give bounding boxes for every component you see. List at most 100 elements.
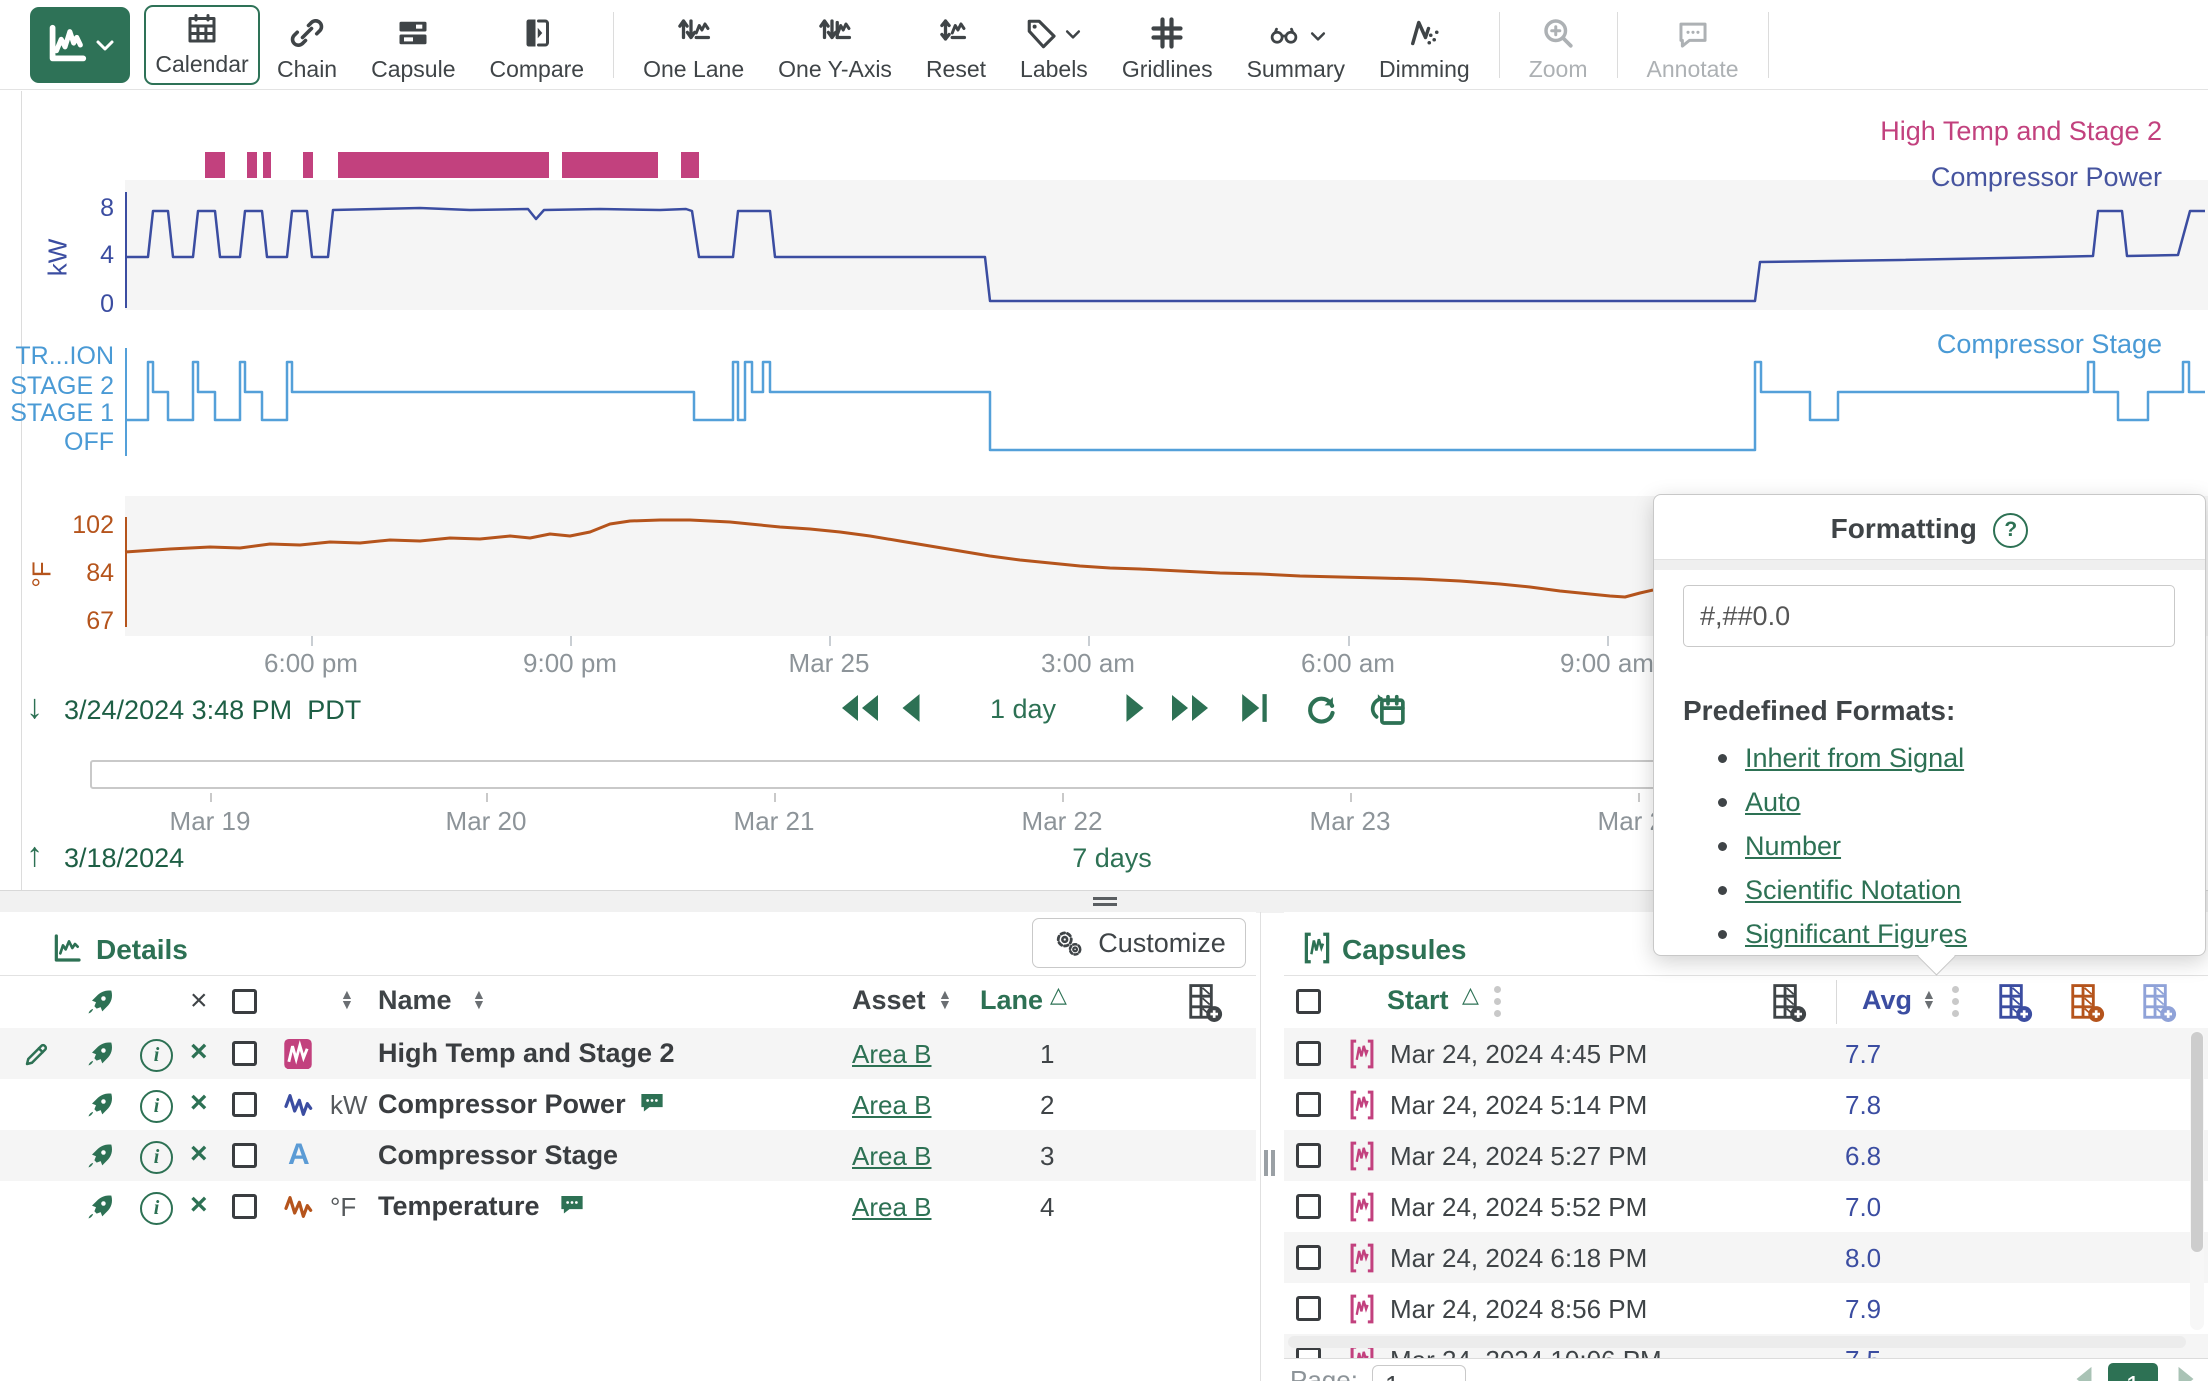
row-checkbox[interactable] xyxy=(232,1194,257,1219)
row-checkbox[interactable] xyxy=(1296,1041,1321,1066)
item-name[interactable]: High Temp and Stage 2 xyxy=(378,1038,675,1069)
format-link-scientific[interactable]: Scientific Notation xyxy=(1745,875,1961,906)
format-input[interactable] xyxy=(1683,585,2175,647)
capsule-row[interactable]: Mar 24, 2024 4:45 PM 7.7 xyxy=(1284,1028,2208,1079)
prev-page-icon[interactable] xyxy=(2072,1365,2096,1381)
capsule-row[interactable]: Mar 24, 2024 8:56 PM 7.9 xyxy=(1284,1283,2208,1334)
add-column-icon[interactable] xyxy=(1186,982,1224,1024)
power-lane-label[interactable]: Compressor Power xyxy=(1931,162,2162,193)
gridlines-button[interactable]: Gridlines xyxy=(1122,7,1213,83)
calendar-button[interactable]: Calendar xyxy=(144,5,260,85)
info-icon[interactable]: i xyxy=(140,1090,173,1123)
add-stat-column-stage-icon[interactable] xyxy=(2140,982,2178,1024)
details-row[interactable]: i × A Compressor Stage Area B 3 xyxy=(0,1130,1256,1181)
capsule-row[interactable]: Mar 24, 2024 5:27 PM 6.8 xyxy=(1284,1130,2208,1181)
compare-button[interactable]: Compare xyxy=(490,7,585,83)
add-stat-column-power-icon[interactable] xyxy=(1996,982,2034,1024)
remove-icon[interactable]: × xyxy=(190,1139,208,1169)
annotate-button[interactable]: Annotate xyxy=(1647,7,1739,83)
zoom-button[interactable]: Zoom xyxy=(1529,7,1588,83)
step-forward-button[interactable] xyxy=(1122,692,1148,724)
condition-capsule-bar[interactable] xyxy=(338,152,549,178)
row-checkbox[interactable] xyxy=(1296,1143,1321,1168)
condition-lane-label[interactable]: High Temp and Stage 2 xyxy=(1880,116,2162,147)
panel-resize-handle[interactable] xyxy=(1264,1150,1268,1176)
format-link-inherit[interactable]: Inherit from Signal xyxy=(1745,743,1964,774)
vertical-scrollbar[interactable] xyxy=(2190,1030,2204,1330)
row-checkbox[interactable] xyxy=(232,1041,257,1066)
edit-pencil-icon[interactable] xyxy=(22,1039,52,1069)
column-avg[interactable]: Avg xyxy=(1862,985,1912,1016)
column-menu-icon[interactable] xyxy=(1494,986,1501,1017)
sort-icon[interactable]: ▲▼ xyxy=(938,989,952,1009)
row-checkbox[interactable] xyxy=(1296,1092,1321,1117)
details-row[interactable]: i × °F Temperature Area B 4 xyxy=(0,1181,1256,1232)
step-to-end-button[interactable] xyxy=(1238,692,1272,724)
add-column-icon[interactable] xyxy=(1770,982,1808,1024)
asset-rocket-icon[interactable] xyxy=(84,1140,116,1172)
asset-link[interactable]: Area B xyxy=(852,1039,932,1070)
worksheet-view-button[interactable] xyxy=(30,7,130,83)
column-menu-icon[interactable] xyxy=(1952,986,1959,1017)
condition-capsule-bar[interactable] xyxy=(263,152,271,178)
row-checkbox[interactable] xyxy=(232,1092,257,1117)
labels-button[interactable]: Labels xyxy=(1020,7,1088,83)
column-lane[interactable]: Lane xyxy=(980,985,1043,1016)
summary-button[interactable]: Summary xyxy=(1247,7,1345,83)
info-icon[interactable]: i xyxy=(140,1039,173,1072)
sort-icon[interactable]: ▲▼ xyxy=(472,989,486,1009)
capsule-time-button[interactable]: Capsule xyxy=(371,7,455,83)
one-lane-button[interactable]: One Lane xyxy=(643,7,744,83)
remove-icon[interactable]: × xyxy=(190,1088,208,1118)
asset-link[interactable]: Area B xyxy=(852,1141,932,1172)
temp-y-axis[interactable] xyxy=(125,517,127,627)
column-start[interactable]: Start xyxy=(1387,985,1449,1016)
help-icon[interactable]: ? xyxy=(1993,513,2028,548)
horizontal-scrollbar-thumb[interactable] xyxy=(1288,1336,2186,1348)
vertical-scrollbar-thumb[interactable] xyxy=(2191,1032,2203,1252)
row-checkbox[interactable] xyxy=(1296,1296,1321,1321)
annotation-bubble-icon[interactable] xyxy=(556,1191,588,1221)
sort-icon[interactable]: ▲▼ xyxy=(1922,989,1936,1009)
details-row[interactable]: i × High Temp and Stage 2 Area B 1 xyxy=(0,1028,1256,1079)
condition-capsule-bar[interactable] xyxy=(247,152,257,178)
asset-rocket-icon[interactable] xyxy=(84,1191,116,1223)
row-checkbox[interactable] xyxy=(1296,1347,1321,1358)
dimming-button[interactable]: Dimming xyxy=(1379,7,1470,83)
info-icon[interactable]: i xyxy=(140,1192,173,1225)
one-y-axis-button[interactable]: One Y-Axis xyxy=(778,7,892,83)
condition-capsule-bar[interactable] xyxy=(303,152,313,178)
copy-range-icon[interactable] xyxy=(1366,688,1410,730)
select-all-checkbox[interactable] xyxy=(1296,989,1321,1014)
reset-button[interactable]: Reset xyxy=(926,7,986,83)
display-range-start[interactable]: 3/24/2024 3:48 PM PDT xyxy=(64,695,361,726)
chain-button[interactable]: Chain xyxy=(277,7,337,83)
condition-capsule-bar[interactable] xyxy=(562,152,658,178)
details-row[interactable]: i × kW Compressor Power Area B 2 xyxy=(0,1079,1256,1130)
row-checkbox[interactable] xyxy=(1296,1245,1321,1270)
item-name[interactable]: Compressor Stage xyxy=(378,1140,618,1171)
item-name[interactable]: Temperature xyxy=(378,1191,540,1222)
stage-lane-label[interactable]: Compressor Stage xyxy=(1937,329,2162,360)
investigate-range-span[interactable]: 7 days xyxy=(1072,843,1152,874)
current-page-button[interactable]: 1 xyxy=(2108,1363,2158,1381)
auto-update-icon[interactable] xyxy=(1302,690,1340,728)
asset-link[interactable]: Area B xyxy=(852,1192,932,1223)
investigate-range-start[interactable]: 3/18/2024 xyxy=(64,843,184,874)
remove-icon[interactable]: × xyxy=(190,1037,208,1067)
row-checkbox[interactable] xyxy=(1296,1194,1321,1219)
remove-icon[interactable]: × xyxy=(190,1190,208,1220)
stage-y-axis[interactable] xyxy=(125,348,127,456)
format-link-number[interactable]: Number xyxy=(1745,831,1841,862)
asset-rocket-icon[interactable] xyxy=(84,1089,116,1121)
step-back-button[interactable] xyxy=(898,692,924,724)
select-all-checkbox[interactable] xyxy=(232,989,257,1014)
capsule-row[interactable]: Mar 24, 2024 5:14 PM 7.8 xyxy=(1284,1079,2208,1130)
step-forward-much-button[interactable] xyxy=(1168,692,1212,724)
asset-rocket-icon[interactable] xyxy=(84,1038,116,1070)
capsule-row[interactable]: Mar 24, 2024 6:18 PM 8.0 xyxy=(1284,1232,2208,1283)
remove-all-icon[interactable]: × xyxy=(190,984,208,1018)
format-link-auto[interactable]: Auto xyxy=(1745,787,1801,818)
page-select[interactable]: 1 xyxy=(1372,1365,1466,1381)
column-asset[interactable]: Asset xyxy=(852,985,926,1016)
